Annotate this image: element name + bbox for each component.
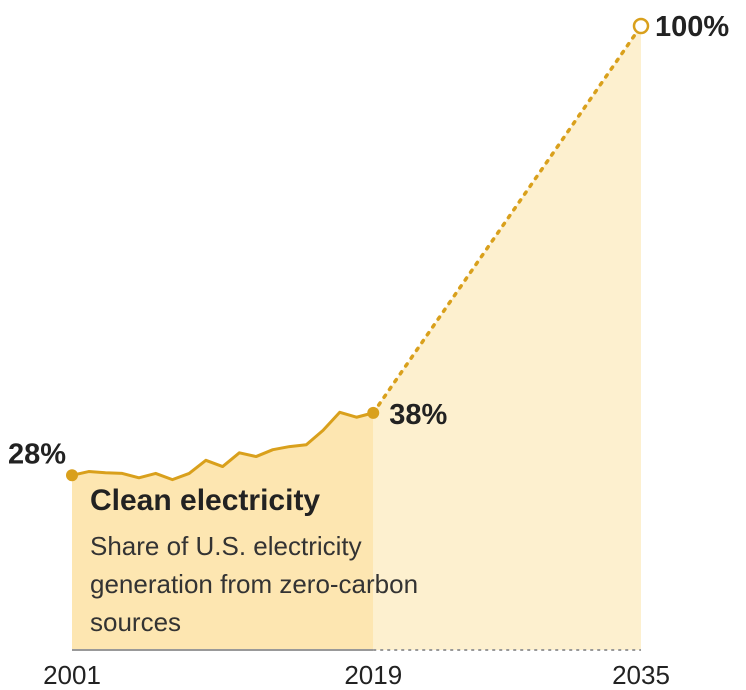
chart-areas [72,26,641,650]
start-point [66,469,78,482]
current-value-label: 38% [389,399,447,431]
x-tick-current: 2019 [344,660,402,690]
chart-x-ticks: 2001 2019 2035 [43,660,670,690]
chart-subtitle: Share of U.S. electricity generation fro… [90,531,419,637]
projected-area [373,26,641,650]
historical-line [70,410,375,482]
chart-title: Clean electricity [90,484,321,517]
x-tick-start: 2001 [43,660,101,690]
start-value-label: 28% [8,438,66,470]
chart-lines [70,24,643,482]
x-tick-target: 2035 [612,660,670,690]
historical-area [72,412,374,650]
projected-line [371,24,643,415]
chart-data-labels: 28% 38% 100% [8,11,729,470]
current-point [367,406,380,419]
target-value-label: 100% [655,11,729,43]
target-point [632,17,650,35]
chart-points [66,17,650,482]
